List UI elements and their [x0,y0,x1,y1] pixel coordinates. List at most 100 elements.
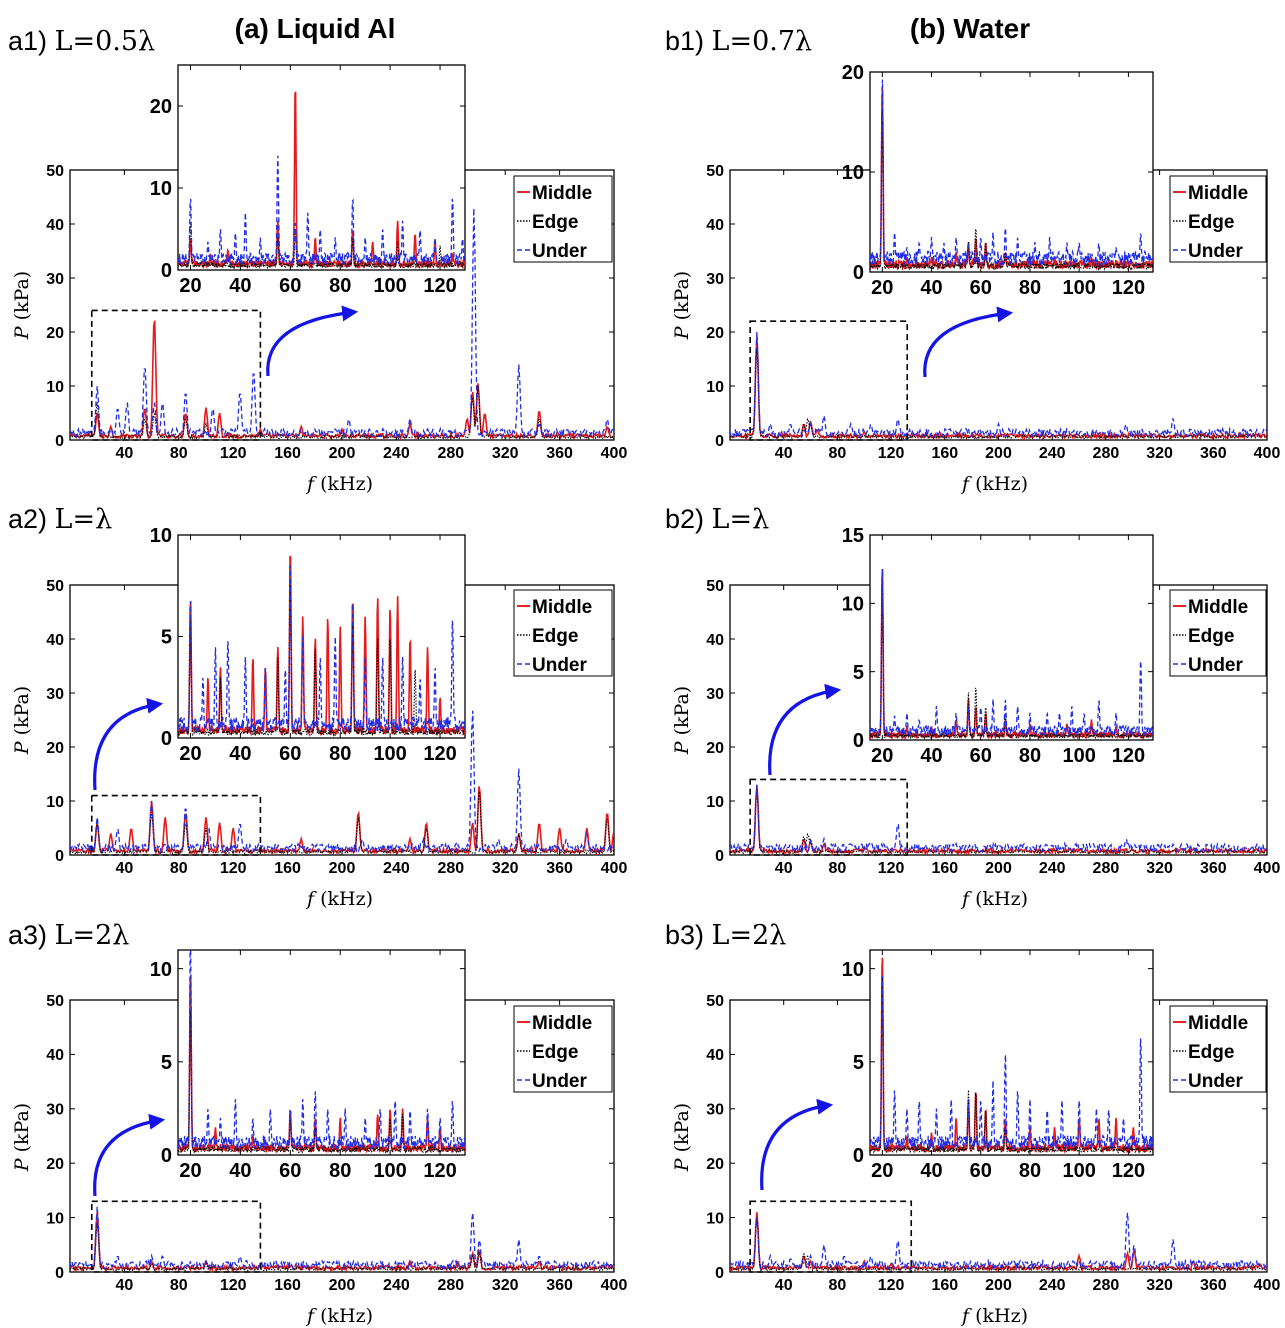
inset-b1-series-under [870,79,1153,268]
inset-b1-ytick-label: 0 [853,262,864,284]
main-a3-ytick-label: 40 [46,1047,64,1064]
xlabel-a2: f (kHz) [305,888,373,910]
inset-a2-ytick-label: 5 [161,627,172,649]
inset-a1-xtick-label: 120 [423,275,456,297]
main-a3-ytick-label: 30 [46,1102,64,1119]
main-b3-xtick-label: 280 [1093,1277,1120,1294]
inset-b2-xtick-label: 100 [1062,745,1095,767]
main-b3-ytick-label: 40 [706,1047,724,1064]
xlabel-b2: f (kHz) [960,888,1028,910]
heading-liquid-al: (a) Liquid Al [235,13,396,44]
inset-a3-xtick-label: 20 [179,1160,201,1182]
main-b2-xtick-label: 40 [775,860,793,877]
zoom-arrow-a3 [93,1113,166,1197]
inset-b1-series-edge [870,108,1153,272]
main-a1-xtick-label: 160 [274,445,301,462]
inset-b2-ytick-label: 5 [853,662,864,684]
main-a3-xtick-label: 40 [116,1277,134,1294]
panel-label-b1: b1) L=0.7λ [665,26,812,57]
zoom-box-a1 [90,309,262,441]
main-b2-xtick-label: 280 [1093,860,1120,877]
main-a2-ytick-label: 0 [55,848,64,865]
main-a2-ytick-label: 40 [46,632,64,649]
main-b1-xtick-label: 360 [1200,445,1227,462]
inset-b3-series-under [870,975,1153,1151]
inset-a1-xtick-label: 40 [229,275,251,297]
main-a2-xtick-label: 40 [116,860,134,877]
inset-b1-ytick-label: 20 [842,62,864,84]
main-b1-ytick-label: 30 [706,271,724,288]
xlabel-b1: f (kHz) [960,473,1028,495]
main-b1-ytick-label: 10 [706,379,724,396]
xlabel-a1: f (kHz) [305,473,373,495]
inset-a3-series-under [178,950,465,1152]
main-a2-xtick-label: 320 [492,860,519,877]
panel-label-a3: a3) L=2λ [8,920,129,951]
main-a2-ytick-label: 10 [46,794,64,811]
main-b3-ytick-label: 20 [706,1156,724,1173]
zoom-arrow-a2 [93,697,164,791]
main-b3-xtick-label: 400 [1254,1277,1281,1294]
main-a2-xtick-label: 360 [546,860,573,877]
inset-a2-series-under [178,565,465,733]
inset-a1: 20 40 60 80 100 120 0 10 20 [150,64,466,297]
main-b3-ytick-label: 0 [715,1265,724,1282]
main-b1-xtick-label: 200 [985,445,1012,462]
main-a3-xtick-label: 360 [546,1277,573,1294]
heading-water: (b) Water [910,13,1030,44]
legend-a3 [513,1005,613,1093]
inset-b1: 20 40 60 80 100 120 0 10 20 [842,62,1154,299]
inset-b2-frame [869,534,1154,741]
main-a2-xtick-label: 400 [601,860,628,877]
main-a3-xtick-label: 80 [170,1277,188,1294]
inset-b2: 20 40 60 80 100 120 0 5 10 15 [842,525,1154,767]
xlabel-a3: f (kHz) [305,1305,373,1327]
main-a3-ytick-label: 0 [55,1265,64,1282]
ylabel-b3: P (kPa) [671,1103,693,1172]
main-a3-series-middle [70,1212,614,1272]
inset-a3-ytick-label: 0 [161,1145,172,1167]
main-b2-series-edge [730,790,1267,855]
inset-a1-xtick-label: 100 [373,275,406,297]
main-a2-ytick-label: 20 [46,740,64,757]
inset-a3-xtick-label: 120 [423,1160,456,1182]
legend-a1 [513,175,613,263]
legend-entry-under: Under [532,655,588,676]
main-a1-series-edge [70,385,614,440]
inset-b2-xtick-label: 60 [970,745,992,767]
main-b1-xtick-label: 80 [829,445,847,462]
legend-entry-middle: Middle [1188,183,1248,204]
ylabel-b1: P (kPa) [671,271,693,340]
main-a2-xtick-label: 240 [383,860,410,877]
main-b1-series-middle [730,337,1267,440]
main-a1-xtick-label: 320 [492,445,519,462]
main-b2-xtick-label: 160 [931,860,958,877]
main-a3-xtick-label: 200 [329,1277,356,1294]
main-a1-xtick-label: 280 [437,445,464,462]
panel-label-a2: a2) L=λ [8,504,112,535]
main-b1-ytick-label: 50 [706,163,724,180]
legend-b2 [1169,589,1267,677]
main-a2-series-under [70,710,614,854]
inset-b3-ytick-label: 5 [853,1052,864,1074]
inset-a2-ytick-label: 0 [161,728,172,750]
inset-a3-frame [177,949,466,1156]
inset-b2-ytick-label: 10 [842,594,864,616]
legend-b1 [1169,175,1267,263]
main-b2-ytick-label: 50 [706,578,724,595]
main-b3-series-under [730,1212,1267,1271]
main-a1-xtick-label: 240 [383,445,410,462]
main-b2-xtick-label: 120 [878,860,905,877]
inset-b2-xtick-label: 80 [1019,745,1041,767]
zoom-box-a2 [90,794,262,856]
main-a3-series-under [70,1206,614,1271]
panel-label-b3: b3) L=2λ [665,920,786,951]
main-b3-xtick-label: 80 [829,1277,847,1294]
legend-entry-under: Under [1188,655,1244,676]
main-b3-ytick-label: 30 [706,1102,724,1119]
inset-b1-frame [869,71,1154,273]
legend-entry-under: Under [1188,241,1244,262]
inset-a1-series-under [178,155,465,266]
main-b1-ytick-label: 20 [706,325,724,342]
legend-entry-edge: Edge [532,212,578,233]
